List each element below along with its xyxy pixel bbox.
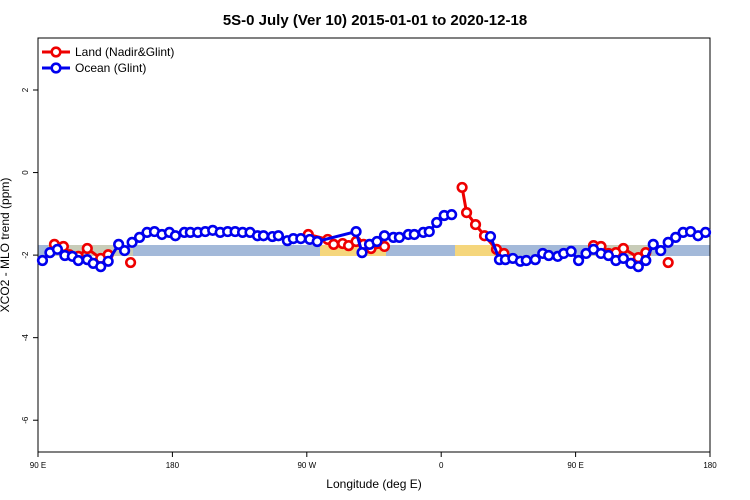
data-point: [617, 242, 629, 255]
x-tick-label: 180: [703, 461, 717, 470]
data-point: [371, 235, 383, 248]
data-point: [640, 254, 652, 267]
land-strip: [320, 245, 386, 256]
legend-label: Ocean (Glint): [75, 61, 146, 75]
data-point: [572, 254, 585, 267]
data-point: [119, 244, 131, 257]
land-strip: [455, 245, 500, 256]
data-point: [81, 242, 93, 255]
chart-title: 5S-0 July (Ver 10) 2015-01-01 to 2020-12…: [223, 12, 527, 29]
y-tick-label: -4: [21, 334, 30, 342]
plot-frame: [37, 37, 711, 453]
data-point: [456, 181, 468, 194]
data-point: [378, 230, 391, 242]
data-point: [72, 254, 84, 267]
data-point: [617, 252, 629, 265]
data-point: [632, 261, 644, 273]
x-axis-label: Longitude (deg E): [326, 477, 421, 491]
data-point: [295, 233, 307, 245]
y-tick-label: -6: [21, 416, 30, 424]
data-point: [36, 254, 49, 267]
data-point: [378, 240, 391, 253]
data-point: [328, 238, 340, 250]
data-point: [647, 238, 659, 250]
data-point: [602, 249, 615, 262]
y-axis-label: XCO2 - MLO trend (ppm): [0, 178, 12, 313]
x-tick-label: 0: [439, 461, 444, 470]
data-point: [126, 236, 138, 248]
x-tick-label: 90 W: [297, 461, 316, 470]
y-tick-label: 2: [21, 87, 30, 92]
data-point: [393, 231, 405, 243]
data-point: [102, 255, 114, 267]
data-point: [446, 209, 458, 221]
data-point: [272, 230, 285, 242]
data-point: [356, 247, 368, 259]
legend-label: Land (Nadir&Glint): [75, 45, 174, 59]
data-point: [469, 218, 482, 231]
data-point: [655, 244, 667, 257]
legend-marker: [50, 46, 62, 58]
data-point: [662, 256, 674, 269]
data-point: [670, 231, 682, 243]
data-point: [311, 235, 323, 248]
data-point: [699, 226, 712, 239]
data-point: [543, 249, 555, 262]
data-point: [51, 243, 64, 255]
data-point: [484, 230, 497, 243]
x-tick-label: 180: [166, 461, 180, 470]
legend-marker: [50, 62, 62, 74]
data-point: [408, 228, 420, 241]
data-point: [431, 216, 443, 229]
y-tick-label: 0: [21, 170, 30, 175]
data-point: [257, 230, 270, 242]
y-tick-label: -2: [21, 251, 30, 259]
data-point: [662, 236, 674, 248]
data-point: [350, 225, 362, 238]
data-point: [460, 206, 473, 219]
data-point: [520, 254, 532, 267]
data-point: [133, 231, 146, 243]
x-tick-label: 90 E: [30, 461, 46, 470]
data-point: [565, 245, 577, 257]
data-point: [529, 254, 541, 266]
data-point: [423, 225, 435, 238]
x-tick-label: 90 E: [567, 461, 583, 470]
data-point: [95, 261, 107, 273]
data-point: [124, 256, 137, 269]
data-point: [169, 230, 181, 242]
